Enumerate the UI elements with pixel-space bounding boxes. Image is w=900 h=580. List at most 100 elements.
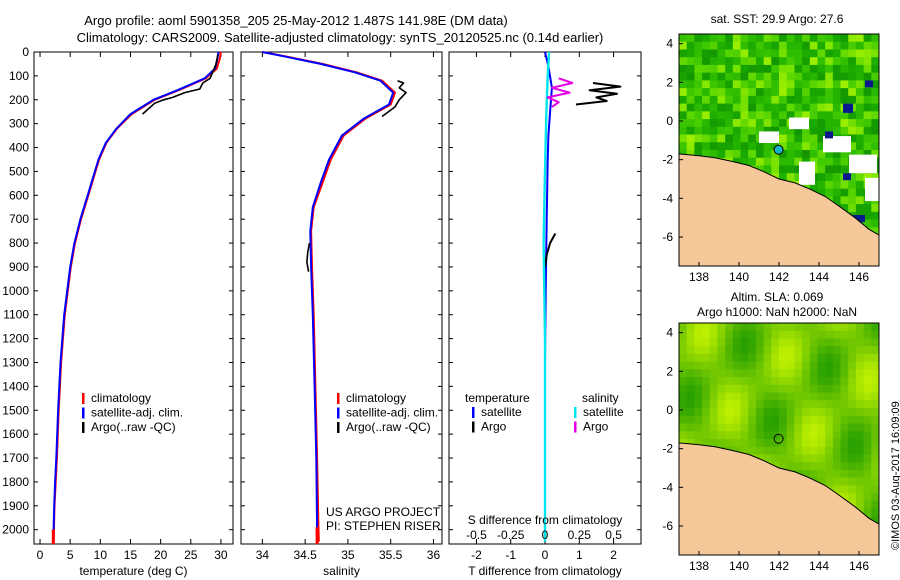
map-cell — [725, 408, 734, 417]
map-cell — [855, 80, 865, 89]
map-cell — [840, 196, 849, 205]
map-cell — [832, 377, 842, 386]
map-cell — [802, 126, 811, 136]
map-cell — [779, 462, 788, 471]
map-cell — [809, 111, 819, 120]
map-cell — [694, 34, 703, 43]
map-cell — [740, 392, 749, 401]
map-cell — [686, 415, 695, 425]
map-cell — [702, 57, 711, 66]
map-cell — [855, 485, 865, 494]
map-cell — [771, 384, 780, 394]
map-cell — [779, 103, 788, 112]
map-cell — [709, 338, 719, 347]
cool-pixel — [843, 103, 853, 113]
map-cell — [763, 64, 772, 74]
map-cell — [686, 369, 695, 378]
y-tick-label: -2 — [662, 442, 673, 456]
map-cell — [817, 80, 826, 89]
map-cell — [855, 88, 865, 97]
map-cell — [732, 41, 742, 51]
map-cell — [863, 500, 872, 510]
map-cell — [702, 119, 711, 128]
cool-pixel — [843, 173, 851, 181]
map-cell — [832, 408, 842, 417]
legend-swatch — [574, 407, 577, 418]
map-cell — [732, 88, 742, 97]
map-cell — [802, 400, 811, 409]
map-cell — [871, 41, 879, 51]
map-cell — [686, 142, 695, 151]
map-cell — [809, 415, 819, 425]
map-cell — [717, 431, 726, 440]
map-cell — [832, 384, 842, 394]
map-cell — [725, 80, 734, 89]
map-cell — [863, 126, 872, 136]
map-cell — [732, 57, 742, 66]
map-cell — [686, 361, 695, 370]
map-cell — [755, 323, 765, 332]
map-cell — [809, 361, 819, 370]
map-cell — [786, 126, 795, 136]
map-cell — [709, 323, 719, 332]
map-cell — [725, 111, 734, 120]
map-cell — [740, 126, 749, 136]
map-cell — [809, 446, 819, 456]
map-cell — [686, 57, 695, 66]
map-cell — [709, 41, 719, 51]
map-cell — [848, 330, 857, 340]
map-cell — [871, 227, 879, 236]
map-cell — [840, 369, 849, 378]
map-cell — [848, 49, 857, 58]
climatology-end-marker — [315, 527, 319, 544]
legend-entry: satellite — [481, 405, 522, 419]
map-cell — [763, 423, 772, 432]
map-cell — [748, 88, 757, 97]
map-cell — [855, 95, 865, 105]
map-cell — [863, 338, 872, 347]
s-tick-label: -0.25 — [497, 528, 525, 542]
map-cell — [717, 384, 726, 394]
map-cell — [725, 361, 734, 370]
map-cell — [863, 72, 872, 81]
map-cell — [786, 72, 795, 81]
map-cell — [863, 361, 872, 370]
map-cell — [679, 57, 688, 66]
map-cell — [802, 323, 811, 332]
map-cell — [855, 173, 865, 182]
x-tick-label: 0 — [542, 548, 549, 562]
map-cell — [717, 353, 726, 363]
map-cell — [809, 57, 819, 66]
map-cell — [871, 508, 879, 517]
map-cell — [702, 330, 711, 340]
map-cell — [871, 150, 879, 159]
map-cell — [832, 41, 842, 51]
map-cell — [725, 49, 734, 58]
map-cell — [709, 384, 719, 394]
map-cell — [794, 338, 803, 347]
map-cell — [725, 392, 734, 401]
map-cell — [709, 408, 719, 417]
map-cell — [763, 57, 772, 66]
map-cell — [871, 408, 879, 417]
map-cell — [825, 157, 834, 167]
map-cell — [740, 95, 749, 105]
map-cell — [809, 346, 819, 355]
map-cell — [725, 423, 734, 432]
map-cell — [763, 400, 772, 409]
map-cell — [686, 353, 695, 363]
x-tick-label: 20 — [154, 548, 168, 562]
map-cell — [855, 462, 865, 471]
map-cell — [702, 111, 711, 120]
map-cell — [755, 361, 765, 370]
map-cell — [717, 400, 726, 409]
map-cell — [786, 57, 795, 66]
map-cell — [825, 431, 834, 440]
map-cell — [809, 400, 819, 409]
map-cell — [748, 392, 757, 401]
map-cell — [763, 95, 772, 105]
map-cell — [717, 126, 726, 136]
map-cell — [802, 142, 811, 151]
map-cell — [679, 64, 688, 74]
map-cell — [840, 338, 849, 347]
